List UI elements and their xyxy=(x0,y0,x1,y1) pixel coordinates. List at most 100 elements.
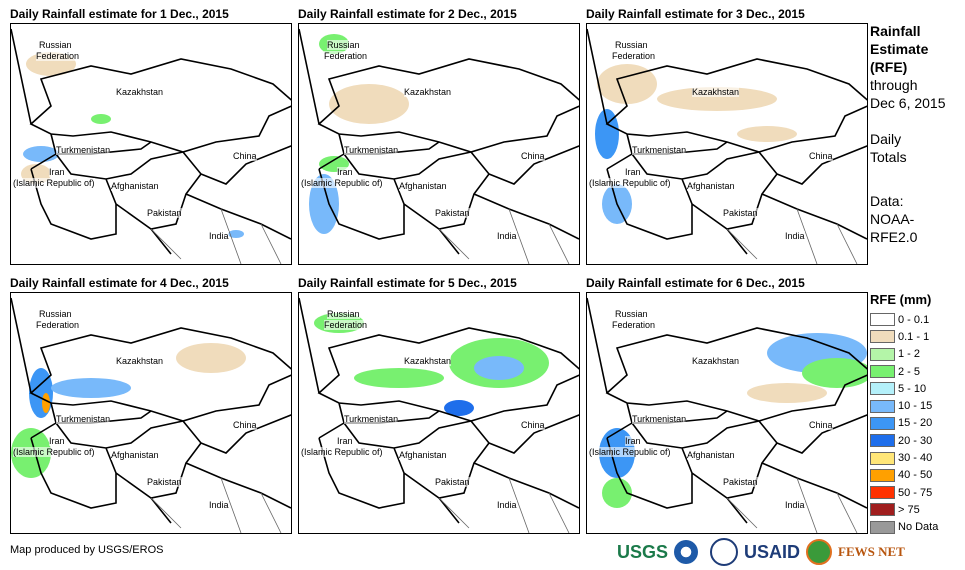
desc-line: RFE2.0 xyxy=(870,229,918,245)
fews-globe-icon xyxy=(806,539,833,565)
legend-swatch xyxy=(870,468,895,482)
map-svg xyxy=(299,28,579,264)
country-label: India xyxy=(209,231,229,241)
country-label: Pakistan xyxy=(147,477,182,487)
country-label: China xyxy=(521,420,545,430)
fews-net-logo: FEWS NET xyxy=(838,544,905,559)
country-label: Turkmenistan xyxy=(632,414,687,424)
rainfall-area xyxy=(597,64,657,104)
legend-label: 0 - 0.1 xyxy=(898,313,930,326)
legend-swatch xyxy=(870,365,895,379)
legend-swatch xyxy=(870,313,895,327)
legend-swatch xyxy=(870,503,895,517)
usgs-logo: USGS xyxy=(617,541,669,562)
country-label: Russian xyxy=(39,40,72,50)
secondary-borders xyxy=(726,208,858,264)
country-label: (Islamic Republic of) xyxy=(589,447,671,457)
desc-line: Estimate xyxy=(870,41,929,57)
country-label: (Islamic Republic of) xyxy=(13,178,95,188)
legend-item: > 75 xyxy=(870,501,938,518)
secondary-borders xyxy=(438,477,570,533)
desc-line: Data: xyxy=(870,193,904,209)
legend-label: 20 - 30 xyxy=(898,434,933,447)
secondary-borders xyxy=(726,477,858,533)
map-svg xyxy=(587,297,867,533)
legend-label: 50 - 75 xyxy=(898,486,933,499)
legend-swatch xyxy=(870,451,895,465)
rainfall-map-panel: Russian Federation Kazakhstan Turkmenistan C… xyxy=(298,292,580,534)
country-label: Kazakhstan xyxy=(692,356,740,366)
country-label: Afghanistan xyxy=(399,181,447,191)
desc-line: (RFE) xyxy=(870,59,908,75)
legend-swatch xyxy=(870,416,895,430)
country-label: Russian xyxy=(327,309,360,319)
rfe-legend: RFE (mm) 0 - 0.1 0.1 - 1 1 - 2 2 - 5 5 - 10 1… xyxy=(870,292,938,536)
country-label: Russian xyxy=(615,309,648,319)
country-label: Kazakhstan xyxy=(116,356,164,366)
usaid-logo: USAID xyxy=(744,541,801,562)
country-label: (Islamic Republic of) xyxy=(301,447,383,457)
legend-swatch xyxy=(870,486,895,500)
country-borders xyxy=(587,28,867,255)
panel-title: Daily Rainfall estimate for 1 Dec., 2015 xyxy=(10,7,229,21)
rainfall-area xyxy=(51,378,131,398)
country-label: Pakistan xyxy=(435,477,470,487)
country-label: Turkmenistan xyxy=(56,414,111,424)
panel-title: Daily Rainfall estimate for 6 Dec., 2015 xyxy=(586,276,805,290)
country-label: Kazakhstan xyxy=(116,87,164,97)
legend-item: 20 - 30 xyxy=(870,432,938,449)
country-label: Russian xyxy=(39,309,72,319)
legend-item: 40 - 50 xyxy=(870,467,938,484)
country-label: India xyxy=(497,231,517,241)
legend-swatch xyxy=(870,347,895,361)
country-label: Afghanistan xyxy=(687,450,735,460)
usaid-seal-logo xyxy=(710,538,739,566)
map-credit: Map produced by USGS/EROS xyxy=(10,544,164,556)
country-label: Pakistan xyxy=(147,208,182,218)
desc-line: through xyxy=(870,77,918,93)
noaa-logo xyxy=(674,540,699,564)
country-label: Turkmenistan xyxy=(632,145,687,155)
rainfall-area xyxy=(309,174,339,234)
country-label: India xyxy=(785,500,805,510)
legend-label: No Data xyxy=(898,521,939,534)
country-label: China xyxy=(233,151,257,161)
legend-label: 40 - 50 xyxy=(898,469,933,482)
country-label: (Islamic Republic of) xyxy=(589,178,671,188)
legend-swatch xyxy=(870,382,895,396)
legend-label: 30 - 40 xyxy=(898,452,933,465)
country-label: Pakistan xyxy=(435,208,470,218)
legend-label: 2 - 5 xyxy=(898,365,921,378)
country-label: China xyxy=(521,151,545,161)
country-label: Afghanistan xyxy=(687,181,735,191)
rainfall-map-panel: Russian Federation Kazakhstan Turkmenistan C… xyxy=(10,23,292,265)
country-label: Federation xyxy=(36,320,80,330)
country-label: China xyxy=(809,151,833,161)
secondary-borders xyxy=(438,208,570,264)
rainfall-map-panel: Russian Federation Kazakhstan Turkmenistan C… xyxy=(10,292,292,534)
rainfall-area xyxy=(176,343,246,373)
legend-item: 50 - 75 xyxy=(870,484,938,501)
rainfall-area xyxy=(91,114,111,124)
legend-item: 0 - 0.1 xyxy=(870,311,938,328)
legend-swatch xyxy=(870,330,895,344)
map-svg xyxy=(587,28,867,264)
rainfall-map-panel: Russian Federation Kazakhstan Turkmenistan C… xyxy=(298,23,580,265)
country-label: Iran xyxy=(337,167,353,177)
rainfall-area xyxy=(657,87,777,111)
country-label: Pakistan xyxy=(723,208,758,218)
legend-item: 10 - 15 xyxy=(870,397,938,414)
legend-label: 0.1 - 1 xyxy=(898,330,930,343)
country-label: Pakistan xyxy=(723,477,758,487)
country-label: Kazakhstan xyxy=(404,356,452,366)
rainfall-area xyxy=(595,109,619,159)
rainfall-area xyxy=(747,383,827,403)
rainfall-area xyxy=(602,478,632,508)
country-label: India xyxy=(497,500,517,510)
country-label: Afghanistan xyxy=(111,181,159,191)
country-label: China xyxy=(809,420,833,430)
country-borders xyxy=(299,28,579,255)
legend-item: No Data xyxy=(870,519,938,536)
rainfall-area xyxy=(228,230,244,238)
rainfall-map-panel: Russian Federation Kazakhstan Turkmenistan C… xyxy=(586,23,868,265)
